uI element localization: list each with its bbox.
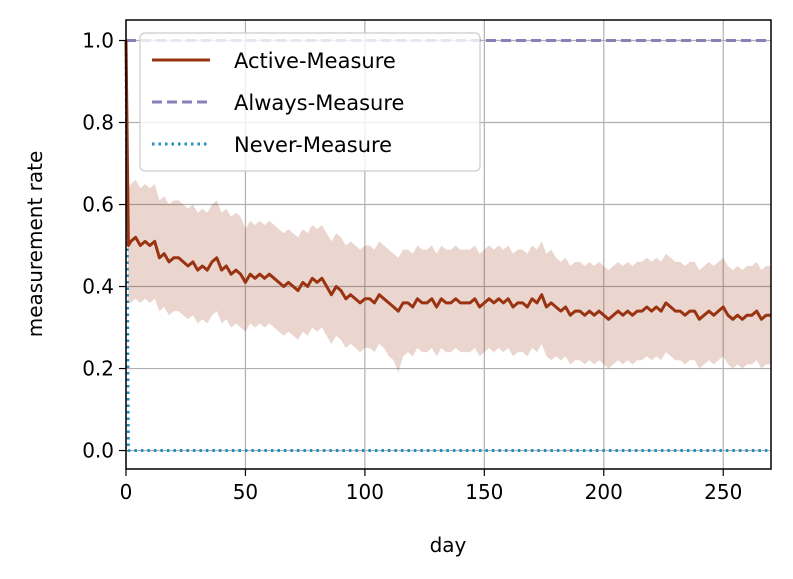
x-tick-label: 0	[120, 480, 133, 504]
x-tick-label: 50	[233, 480, 258, 504]
active-measure-line	[124, 40, 771, 321]
y-tick-label: 0.0	[82, 439, 114, 463]
legend: Active-Measure Always-Measure Never-Measur…	[139, 32, 481, 172]
legend-label-never-measure: Never-Measure	[234, 133, 392, 157]
y-tick-label: 0.8	[82, 111, 114, 135]
y-tick-label: 0.6	[82, 193, 114, 217]
y-axis-label: measurement rate	[23, 151, 47, 338]
x-tick-label: 150	[465, 480, 503, 504]
x-tick-label: 100	[346, 480, 384, 504]
plot-frame	[125, 19, 772, 470]
legend-label-active-measure: Active-Measure	[234, 49, 396, 73]
x-axis-label: day	[430, 533, 467, 557]
legend-label-always-measure: Always-Measure	[234, 91, 404, 115]
x-tick-label: 200	[585, 480, 623, 504]
legend-box	[139, 32, 481, 172]
y-tick-label: 1.0	[82, 29, 114, 53]
y-tick-label: 0.2	[82, 357, 114, 381]
active-measure-band	[126, 40, 771, 373]
y-tick-label: 0.4	[82, 275, 114, 299]
axis-ticks: 0 50 100 150 200 250 0.0 0.2 0.4 0.6 0.8 1.0	[82, 29, 742, 504]
x-tick-label: 250	[704, 480, 742, 504]
